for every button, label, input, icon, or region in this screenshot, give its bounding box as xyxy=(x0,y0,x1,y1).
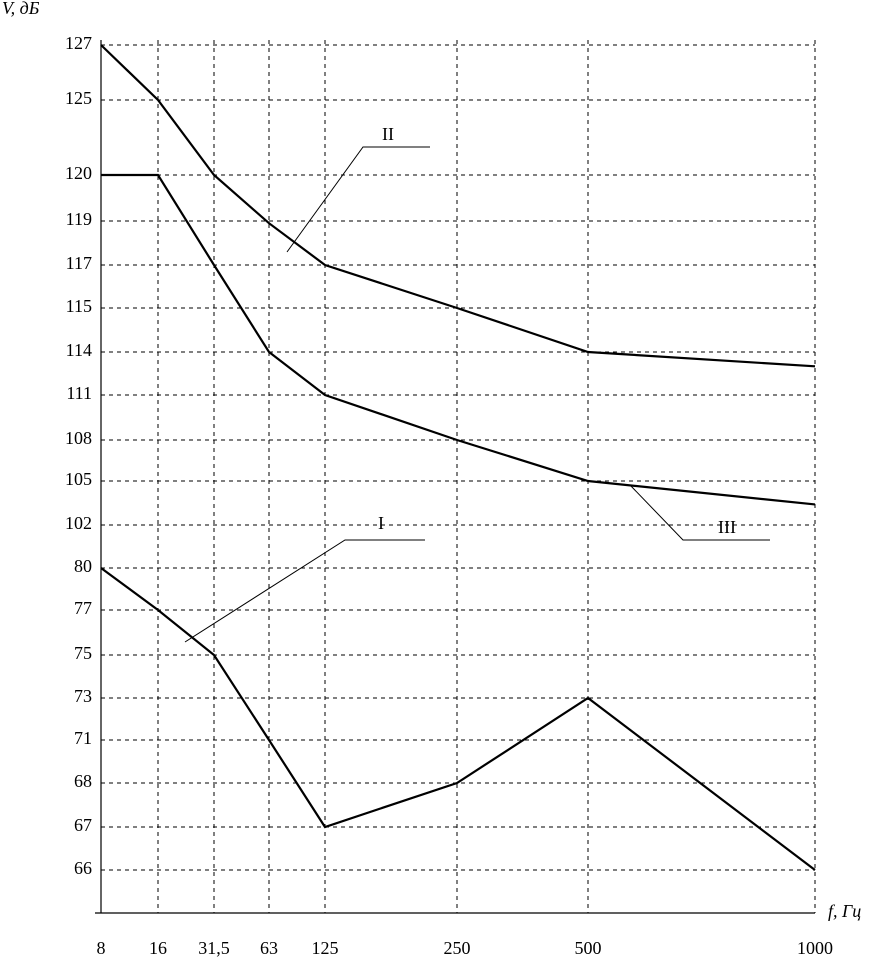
series-annotation: I xyxy=(378,513,384,533)
y-tick-label: 75 xyxy=(74,643,92,663)
x-tick-label: 63 xyxy=(260,938,278,958)
y-tick-label: 71 xyxy=(74,728,92,748)
series-annotation: III xyxy=(718,517,736,537)
y-tick-label: 77 xyxy=(74,598,92,618)
leader-line xyxy=(184,539,425,643)
leader-line xyxy=(286,146,430,253)
x-tick-label: 125 xyxy=(312,938,339,958)
y-tick-label: 119 xyxy=(66,209,92,229)
y-tick-label: 68 xyxy=(74,771,92,791)
x-tick-label: 500 xyxy=(575,938,602,958)
y-tick-label: 105 xyxy=(65,469,92,489)
series-line xyxy=(101,173,816,506)
series-annotation: II xyxy=(382,124,394,144)
y-tick-label: 117 xyxy=(66,253,92,273)
y-tick-label: 115 xyxy=(66,296,92,316)
x-tick-label: 8 xyxy=(97,938,106,958)
x-tick-label: 31,5 xyxy=(198,938,230,958)
x-tick-label: 250 xyxy=(444,938,471,958)
y-axis-label: V, дБ xyxy=(2,0,40,18)
x-axis-label: f, Гц xyxy=(828,901,861,921)
y-tick-label: 80 xyxy=(74,556,92,576)
y-tick-label: 114 xyxy=(66,340,92,360)
x-tick-label: 1000 xyxy=(797,938,833,958)
annotations: II III I xyxy=(184,124,770,643)
y-tick-label: 127 xyxy=(65,33,92,53)
y-tick-label: 66 xyxy=(74,858,92,878)
y-tick-label: 102 xyxy=(65,513,92,533)
x-tick-label: 16 xyxy=(149,938,167,958)
leader-line xyxy=(629,484,770,541)
series-line xyxy=(100,567,816,871)
y-tick-label: 125 xyxy=(65,88,92,108)
y-tick-label: 108 xyxy=(65,428,92,448)
y-tick-label: 120 xyxy=(65,163,92,183)
y-tick-label: 67 xyxy=(74,815,92,835)
y-tick-label: 73 xyxy=(74,686,92,706)
y-tick-label: 111 xyxy=(66,383,92,403)
series-line xyxy=(100,44,816,368)
